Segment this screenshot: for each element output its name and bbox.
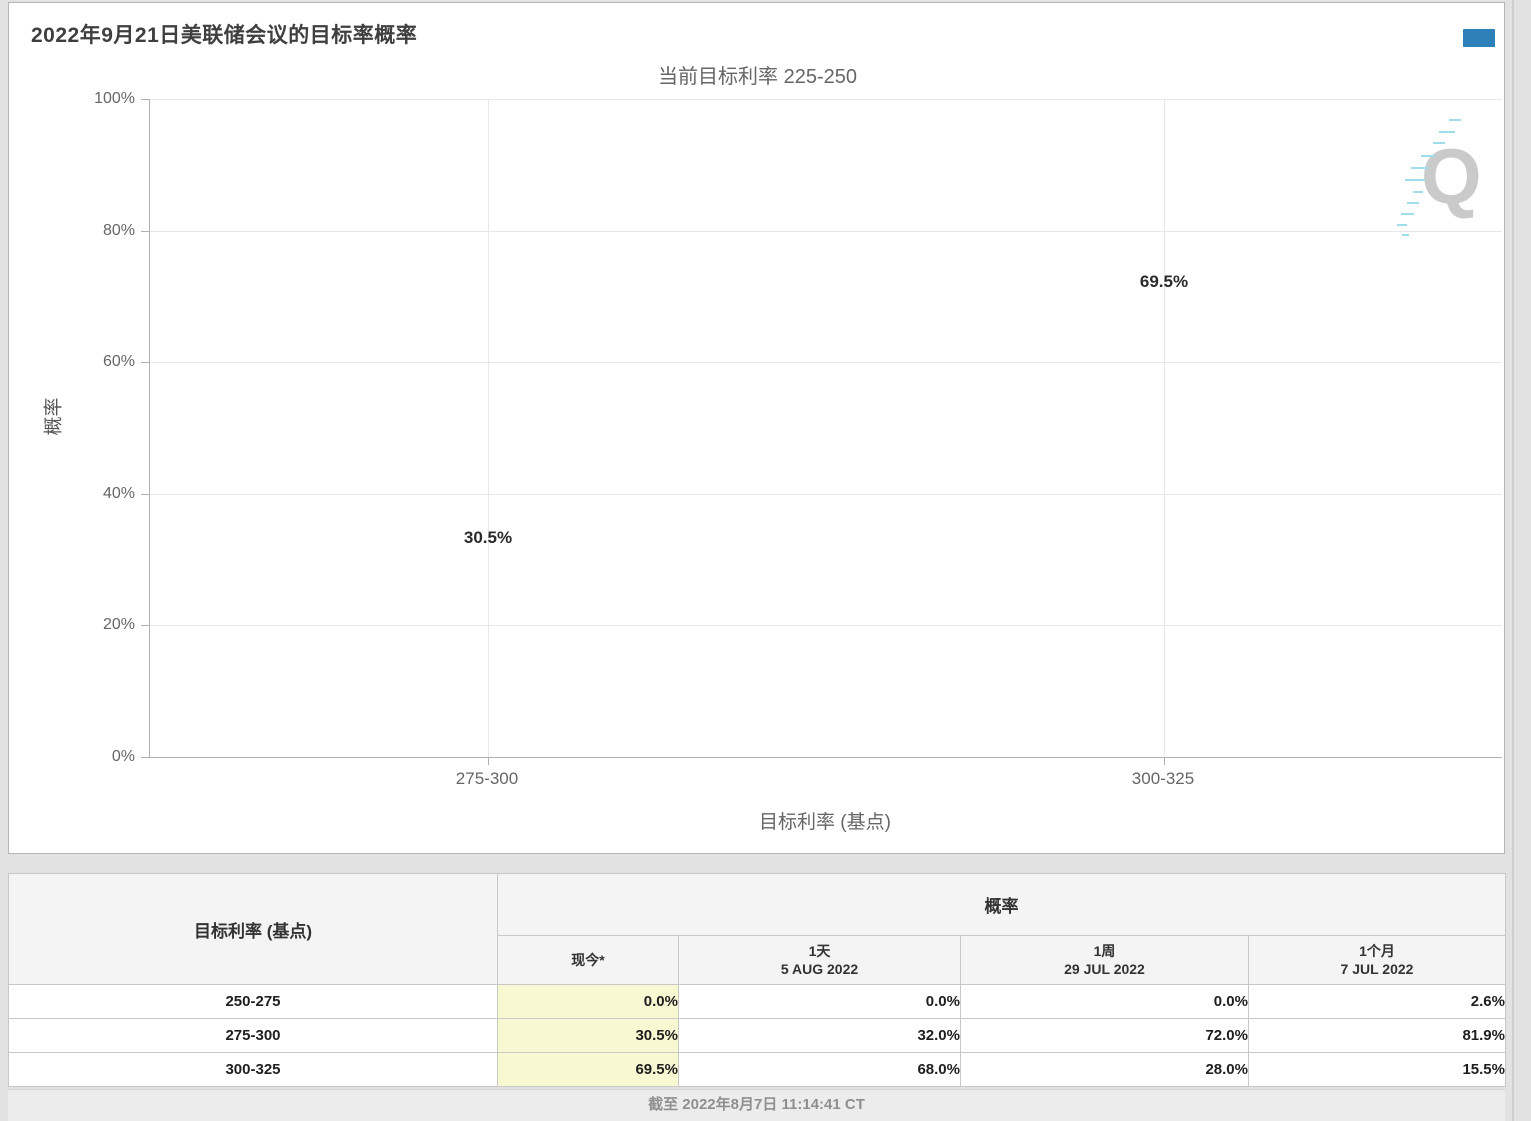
y-axis-labels: 100% 80% 60% 40% 20% 0% bbox=[9, 90, 135, 765]
watermark-dash bbox=[1402, 234, 1409, 236]
gridline-v bbox=[488, 99, 489, 757]
table-header-1month: 1个月 7 JUL 2022 bbox=[1248, 935, 1506, 985]
bar-value-label: 69.5% bbox=[1139, 271, 1189, 291]
header-line: 1天 bbox=[808, 943, 831, 959]
y-axis-tick bbox=[141, 230, 149, 232]
watermark-dash bbox=[1407, 202, 1419, 204]
header-line: 5 AUG 2022 bbox=[780, 961, 859, 977]
header-line: 1个月 bbox=[1359, 943, 1395, 959]
y-axis-tick bbox=[141, 362, 149, 364]
y-axis-tick-label: 20% bbox=[102, 616, 135, 634]
watermark-dash bbox=[1405, 179, 1425, 181]
watermark-dash bbox=[1433, 142, 1445, 144]
y-axis-tick bbox=[141, 99, 149, 100]
y-axis-tick bbox=[141, 493, 149, 495]
x-axis-category-label: 275-300 bbox=[455, 769, 519, 788]
x-axis-labels: 275-300 300-325 bbox=[149, 769, 1501, 793]
table-row: 300-325 69.5% 68.0% 28.0% 15.5% bbox=[8, 1052, 1506, 1087]
y-axis-tick-label: 0% bbox=[111, 748, 135, 765]
watermark-logo: Q bbox=[1421, 132, 1482, 220]
y-axis-tick-label: 100% bbox=[94, 90, 135, 107]
cell-rate-range: 300-325 bbox=[8, 1052, 498, 1087]
gridline-h bbox=[150, 99, 1502, 100]
table-header-probability-group: 概率 bbox=[497, 873, 1506, 936]
watermark-dash bbox=[1401, 213, 1414, 215]
cell-1week-probability: 0.0% bbox=[960, 984, 1249, 1019]
bar-value-label: 30.5% bbox=[463, 528, 513, 548]
watermark-dash bbox=[1421, 155, 1435, 157]
x-axis-tick bbox=[1164, 758, 1165, 765]
y-axis-tick bbox=[141, 625, 149, 627]
cell-1week-probability: 72.0% bbox=[960, 1018, 1249, 1053]
table-header-now: 现今* bbox=[497, 935, 679, 985]
hamburger-menu-icon[interactable] bbox=[1463, 25, 1497, 51]
header-line: 7 JUL 2022 bbox=[1340, 961, 1414, 977]
chart-subtitle: 当前目标利率 225-250 bbox=[658, 66, 857, 88]
gridline-h bbox=[150, 362, 1502, 364]
x-axis-title: 目标利率 (基点) bbox=[759, 812, 891, 833]
plot-area: 30.5% 69.5% bbox=[141, 99, 1502, 765]
table-header-target-rate: 目标利率 (基点) bbox=[8, 873, 498, 985]
as-of-timestamp: 截至 2022年8月7日 11:14:41 CT bbox=[8, 1089, 1505, 1121]
watermark-dash bbox=[1439, 131, 1455, 133]
cell-rate-range: 250-275 bbox=[8, 984, 498, 1019]
cell-rate-range: 275-300 bbox=[8, 1018, 498, 1053]
cell-1month-probability: 15.5% bbox=[1248, 1052, 1506, 1087]
watermark-dash bbox=[1411, 167, 1429, 169]
chart-panel: 2022年9月21日美联储会议的目标率概率 当前目标利率 225-250 概率 … bbox=[8, 2, 1505, 854]
y-axis-tick-label: 60% bbox=[102, 353, 135, 371]
scrollbar-track bbox=[1517, 0, 1518, 1121]
watermark-dash bbox=[1449, 119, 1461, 121]
y-axis-tick bbox=[141, 757, 149, 758]
scrollbar[interactable] bbox=[1512, 0, 1514, 1121]
gridline-v bbox=[1164, 99, 1165, 757]
y-axis-tick-label: 80% bbox=[102, 221, 135, 239]
gridline-h bbox=[150, 493, 1502, 495]
cell-1month-probability: 81.9% bbox=[1248, 1018, 1506, 1053]
cell-now-probability: 0.0% bbox=[497, 984, 679, 1019]
cell-1day-probability: 32.0% bbox=[678, 1018, 961, 1053]
x-axis-tick bbox=[488, 758, 489, 765]
hamburger-bar bbox=[1463, 42, 1495, 47]
gridline-h bbox=[150, 625, 1502, 627]
cell-now-probability: 30.5% bbox=[497, 1018, 679, 1053]
table-header-1day: 1天 5 AUG 2022 bbox=[678, 935, 961, 985]
header-line: 1周 bbox=[1093, 943, 1116, 959]
cell-1month-probability: 2.6% bbox=[1248, 984, 1506, 1019]
cell-1day-probability: 0.0% bbox=[678, 984, 961, 1019]
table-header-1week: 1周 29 JUL 2022 bbox=[960, 935, 1249, 985]
y-axis-tick-label: 40% bbox=[102, 484, 135, 502]
cell-now-probability: 69.5% bbox=[497, 1052, 679, 1087]
header-line: 现今* bbox=[571, 952, 605, 968]
cell-1week-probability: 28.0% bbox=[960, 1052, 1249, 1087]
probability-table-panel: 目标利率 (基点) 概率 现今* 1天 5 AUG 2022 1周 29 JUL… bbox=[8, 873, 1506, 1087]
watermark-dash bbox=[1413, 191, 1423, 193]
watermark-dash bbox=[1397, 224, 1407, 226]
gridline-h bbox=[150, 230, 1502, 232]
probability-table: 目标利率 (基点) 概率 现今* 1天 5 AUG 2022 1周 29 JUL… bbox=[8, 873, 1506, 1087]
table-row: 250-275 0.0% 0.0% 0.0% 2.6% bbox=[8, 984, 1506, 1019]
table-row: 275-300 30.5% 32.0% 72.0% 81.9% bbox=[8, 1018, 1506, 1053]
header-line: 29 JUL 2022 bbox=[1064, 961, 1145, 977]
chart-title: 2022年9月21日美联储会议的目标率概率 bbox=[31, 24, 418, 47]
cell-1day-probability: 68.0% bbox=[678, 1052, 961, 1087]
x-axis-category-label: 300-325 bbox=[1131, 769, 1195, 788]
